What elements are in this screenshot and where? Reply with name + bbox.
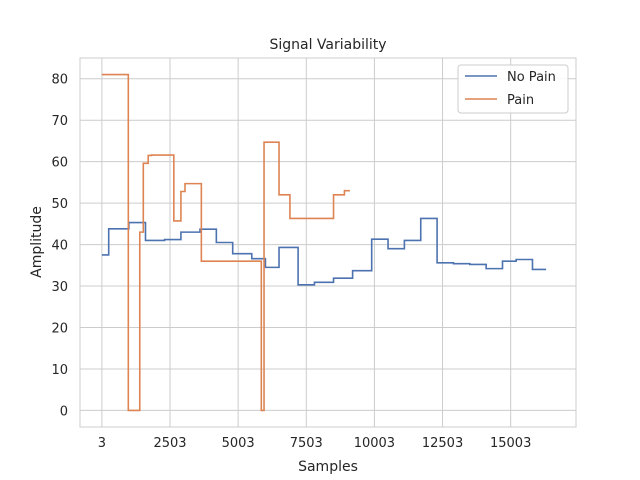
plot-frame	[79, 57, 577, 428]
tick-labels: 3 2503 5003 7503 10003 12503 15003 0 10 20 30 40 50 6…	[51, 73, 531, 451]
series-line-no-pain	[101, 217, 547, 286]
y-tick-label: 20	[51, 321, 68, 336]
legend-label-no-pain: No Pain	[507, 70, 556, 85]
y-tick-label: 40	[51, 239, 68, 254]
legend-box	[457, 64, 569, 114]
series-line-pain	[101, 73, 350, 412]
legend: No Pain Pain	[457, 64, 569, 114]
legend-label-pain: Pain	[507, 93, 534, 108]
x-tick-label: 7503	[290, 436, 323, 451]
y-tick-label: 60	[51, 156, 68, 171]
x-tick-label: 5003	[222, 436, 255, 451]
x-axis-label: Samples	[298, 459, 358, 475]
x-tick-label: 2503	[153, 436, 186, 451]
grid	[80, 58, 576, 427]
y-axis-label: Amplitude	[29, 206, 45, 278]
y-tick-label: 10	[51, 363, 68, 378]
x-tick-label: 12503	[422, 436, 463, 451]
x-tick-label: 15003	[490, 436, 531, 451]
x-tick-label: 10003	[354, 436, 395, 451]
series-lines	[101, 73, 547, 412]
chart-title: Signal Variability	[269, 37, 386, 53]
y-tick-label: 30	[51, 280, 68, 295]
y-tick-label: 70	[51, 114, 68, 129]
y-tick-label: 80	[51, 73, 68, 88]
y-tick-label: 0	[60, 404, 68, 419]
y-tick-label: 50	[51, 197, 68, 212]
x-tick-label: 3	[98, 436, 106, 451]
